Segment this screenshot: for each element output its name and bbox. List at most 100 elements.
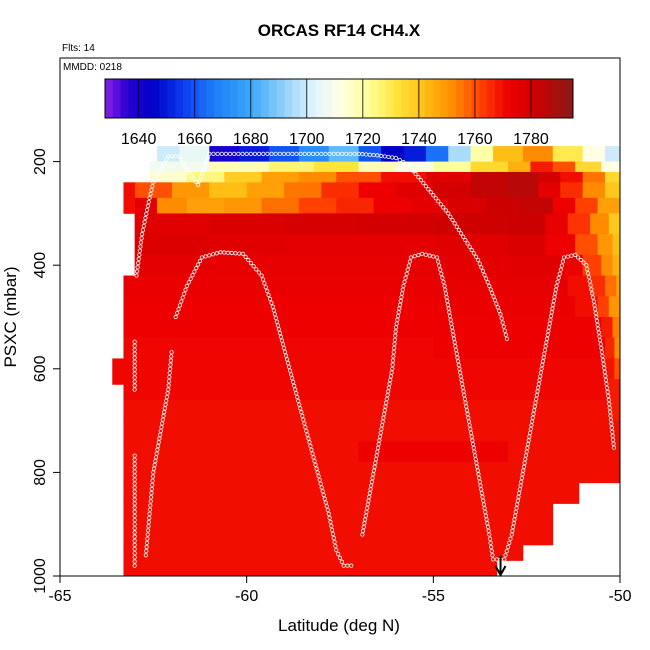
track-point bbox=[540, 362, 545, 368]
track-point bbox=[413, 171, 418, 177]
heatmap-cell bbox=[552, 161, 576, 173]
track-point bbox=[248, 151, 253, 156]
x-tick-label: -50 bbox=[608, 588, 631, 605]
track-point bbox=[603, 377, 609, 383]
track-point bbox=[607, 405, 612, 410]
track-point bbox=[326, 511, 331, 516]
heatmap-cell bbox=[321, 182, 360, 199]
track-point bbox=[445, 298, 450, 304]
track-point bbox=[177, 303, 183, 308]
track-point bbox=[144, 549, 149, 554]
track-point bbox=[536, 385, 541, 390]
track-point bbox=[390, 362, 395, 367]
track-point bbox=[146, 520, 151, 525]
track-point bbox=[153, 455, 159, 460]
track-point bbox=[164, 398, 169, 403]
track-point bbox=[443, 291, 448, 296]
track-point bbox=[480, 494, 485, 499]
track-point bbox=[542, 351, 547, 356]
track-point bbox=[407, 165, 413, 170]
track-point bbox=[197, 258, 203, 264]
track-point bbox=[132, 461, 137, 466]
track-point bbox=[145, 532, 150, 537]
heatmap-cell bbox=[508, 399, 584, 421]
track-point bbox=[365, 506, 370, 511]
track-point bbox=[505, 544, 511, 550]
track-point bbox=[203, 254, 208, 259]
heatmap-cell bbox=[575, 161, 602, 173]
track-point bbox=[405, 267, 410, 272]
heatmap-cell bbox=[172, 182, 210, 199]
heatmap-cell bbox=[209, 560, 285, 577]
heatmap-cell bbox=[582, 441, 621, 463]
heatmap-cell bbox=[381, 171, 427, 183]
track-point bbox=[335, 151, 341, 156]
track-point bbox=[194, 266, 199, 271]
track-point bbox=[459, 378, 464, 383]
track-point bbox=[561, 255, 567, 260]
track-point bbox=[476, 472, 481, 477]
track-point bbox=[400, 287, 405, 292]
track-point bbox=[299, 410, 304, 415]
heatmap-cell bbox=[284, 379, 360, 401]
track-point bbox=[149, 187, 154, 193]
track-point bbox=[166, 383, 171, 388]
colorbar-segment bbox=[292, 79, 301, 118]
heatmap-cell bbox=[605, 337, 615, 359]
track-point bbox=[448, 214, 453, 219]
track-point bbox=[273, 151, 278, 156]
heatmap-cell bbox=[560, 254, 584, 276]
heatmap-cell bbox=[508, 358, 584, 380]
heatmap-cell bbox=[508, 379, 584, 401]
track-point bbox=[498, 312, 503, 317]
heatmap-cell bbox=[358, 254, 434, 276]
track-point bbox=[192, 269, 197, 274]
heatmap-cell bbox=[358, 560, 434, 577]
track-point bbox=[462, 396, 467, 402]
track-point bbox=[315, 470, 320, 475]
track-point bbox=[390, 366, 395, 371]
track-point bbox=[584, 263, 589, 268]
heatmap-cell bbox=[157, 197, 188, 214]
track-point bbox=[516, 494, 521, 499]
track-point bbox=[339, 559, 344, 564]
track-point bbox=[348, 151, 353, 156]
heatmap-cell bbox=[209, 317, 285, 339]
track-point bbox=[291, 379, 296, 385]
track-point bbox=[402, 279, 407, 284]
arrow-head bbox=[494, 565, 507, 578]
x-axis-label: Latitude (deg N) bbox=[278, 616, 400, 635]
track-point bbox=[538, 374, 543, 379]
track-point bbox=[369, 479, 375, 484]
colorbar-segment bbox=[557, 79, 566, 118]
heatmap-cell bbox=[284, 524, 360, 546]
colorbar-tick-label: 1700 bbox=[289, 131, 325, 148]
heatmap-cell bbox=[261, 171, 300, 183]
heatmap-cell bbox=[508, 182, 539, 199]
track-point bbox=[132, 493, 137, 498]
track-point bbox=[360, 528, 366, 533]
track-point bbox=[267, 296, 273, 301]
heatmap-cell bbox=[284, 462, 360, 484]
heatmap-cell bbox=[123, 275, 210, 297]
heatmap-cell bbox=[209, 399, 285, 421]
track-point bbox=[423, 184, 428, 189]
track-point bbox=[286, 364, 292, 370]
track-point bbox=[257, 151, 262, 156]
track-point bbox=[132, 513, 137, 519]
track-point bbox=[150, 184, 155, 189]
track-point bbox=[198, 175, 204, 180]
track-point bbox=[521, 468, 526, 473]
heatmap-cell bbox=[612, 317, 621, 339]
track-point bbox=[523, 453, 529, 458]
track-point bbox=[598, 342, 603, 347]
heatmap-cell bbox=[537, 171, 561, 183]
track-point bbox=[301, 417, 306, 422]
track-point bbox=[468, 430, 474, 435]
colorbar-tick-label: 1760 bbox=[457, 131, 493, 148]
colorbar-segment bbox=[261, 79, 270, 118]
track-point bbox=[318, 481, 323, 486]
track-point bbox=[469, 434, 474, 439]
track-point bbox=[490, 290, 495, 296]
track-point bbox=[443, 287, 448, 292]
